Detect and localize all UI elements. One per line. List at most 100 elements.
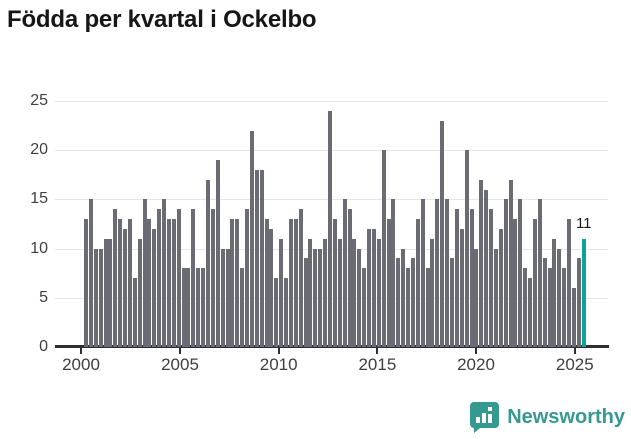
bar-quarter — [230, 219, 235, 347]
bar-quarter — [401, 248, 406, 347]
x-axis-tick-2010 — [277, 348, 280, 354]
chart-title: Födda per kvartal i Ockelbo — [7, 6, 317, 33]
bar-quarter — [567, 219, 572, 347]
bar-quarter — [152, 228, 157, 347]
bar-quarter — [469, 209, 474, 347]
bar-quarter — [308, 238, 313, 347]
bar-quarter — [445, 199, 450, 347]
bar-quarter — [103, 238, 108, 347]
bar-quarter — [284, 278, 289, 347]
newsworthy-logo: Newsworthy — [469, 400, 625, 434]
bar-quarter — [88, 199, 93, 347]
x-axis-label-2000: 2000 — [62, 355, 100, 374]
x-axis-line — [55, 345, 609, 348]
x-axis-label-2010: 2010 — [259, 355, 298, 374]
bar-quarter — [113, 209, 118, 347]
bar-quarter — [479, 179, 484, 347]
x-axis-tick-2020 — [475, 348, 477, 354]
bar-quarter — [142, 199, 147, 347]
bar-quarter — [415, 219, 420, 347]
bar-quarter — [235, 219, 240, 347]
bar-quarter — [410, 258, 415, 347]
bar-quarter — [454, 209, 459, 347]
bar-quarter — [318, 248, 323, 347]
x-axis-tick-2005 — [179, 348, 181, 354]
bar-quarter — [264, 219, 269, 347]
bar-quarter — [498, 228, 503, 347]
bar-quarter — [147, 219, 152, 347]
bar-quarter — [376, 238, 381, 347]
gridline-y-25 — [55, 101, 608, 102]
y-axis-label-5: 5 — [39, 288, 48, 306]
bar-quarter — [425, 268, 430, 347]
bar-quarter — [245, 209, 250, 347]
bar-quarter — [396, 258, 401, 347]
bar-quarter — [508, 179, 513, 347]
bar-quarter — [157, 209, 162, 347]
bar-quarter — [391, 199, 396, 347]
bar-quarter — [450, 258, 454, 347]
bar-quarter — [215, 160, 220, 347]
bar-quarter — [357, 248, 362, 347]
bar-quarter — [474, 248, 479, 347]
bar-quarter — [118, 219, 123, 347]
y-axis-label-15: 15 — [30, 190, 48, 208]
bar-quarter — [493, 248, 498, 347]
y-axis-label-20: 20 — [30, 141, 48, 159]
bar-quarter — [386, 219, 391, 347]
bar-quarter — [562, 268, 567, 347]
bar-quarter — [108, 238, 113, 347]
bar-quarter — [367, 228, 372, 347]
y-axis-label-0: 0 — [39, 338, 48, 355]
bar-quarter — [132, 278, 137, 347]
bar-quarter — [337, 238, 342, 347]
bar-quarter — [552, 238, 557, 347]
bar-quarter — [249, 130, 254, 347]
bar-quarter — [328, 110, 332, 347]
bar-quarter — [298, 209, 303, 347]
bar-quarter — [225, 248, 230, 347]
bar-quarter — [240, 268, 245, 347]
bar-quarter — [323, 238, 328, 347]
y-axis-label-10: 10 — [30, 239, 48, 257]
bar-quarter — [84, 219, 88, 347]
bar-quarter — [459, 228, 464, 347]
bar-quarter — [206, 179, 210, 347]
last-value-annotation: 11 — [575, 214, 592, 232]
bar-quarter — [137, 238, 142, 347]
bar-quarter — [430, 238, 435, 347]
bar-quarter — [332, 219, 337, 347]
bar-quarter — [435, 199, 440, 347]
bar-quarter — [279, 238, 284, 347]
newsworthy-speech-bubble-chart-icon — [469, 401, 500, 433]
bar-quarter — [518, 199, 523, 347]
bar-quarter — [274, 278, 279, 347]
x-axis-label-2020: 2020 — [457, 355, 495, 374]
bar-quarter — [123, 228, 128, 347]
bar-quarter — [503, 199, 508, 347]
bar-quarter — [98, 248, 103, 347]
bar-quarter — [484, 189, 489, 347]
bar-quarter — [464, 150, 469, 347]
bar-quarter — [352, 238, 357, 347]
bar-quarter — [293, 219, 298, 347]
bar-quarter — [127, 219, 132, 347]
bar-quarter — [572, 287, 576, 347]
y-axis-label-25: 25 — [30, 92, 48, 109]
bar-quarter — [528, 278, 533, 347]
bar-quarter — [547, 268, 552, 347]
bar-quarter — [201, 268, 206, 347]
bar-quarter — [371, 228, 376, 347]
x-axis-tick-2015 — [376, 348, 379, 354]
x-axis-tick-2000 — [80, 348, 82, 354]
bar-quarter — [342, 199, 347, 347]
bar-quarter — [254, 169, 259, 347]
bar-quarter — [557, 248, 562, 347]
bar-quarter — [93, 248, 98, 347]
bar-quarter — [489, 209, 494, 347]
bar-quarter — [513, 219, 518, 347]
bar-quarter — [347, 209, 352, 347]
bar-quarter — [542, 258, 547, 347]
bar-quarter — [537, 199, 542, 347]
